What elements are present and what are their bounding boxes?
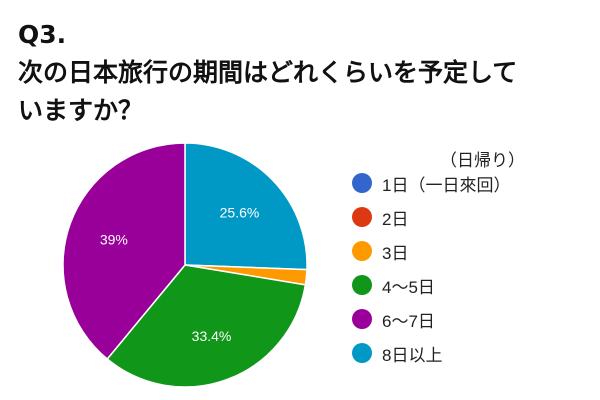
legend: （日帰り） 1日（一日來回） 2日 3日 4〜5日 6〜7日 8日以上 xyxy=(352,148,525,370)
question-number: Q3. xyxy=(18,20,67,49)
legend-item: 6〜7日 xyxy=(352,302,510,336)
legend-note: （日帰り） xyxy=(440,151,525,170)
slice-data-label: 33.4% xyxy=(192,328,232,344)
pie-slice xyxy=(184,142,308,271)
legend-item: 8日以上 xyxy=(352,336,510,370)
legend-color-dot xyxy=(352,173,372,193)
legend-item: （日帰り） 1日（一日來回） xyxy=(352,151,525,200)
legend-color-dot xyxy=(352,207,372,227)
pie-slice xyxy=(106,264,307,388)
slice-data-label: 39% xyxy=(100,231,128,247)
legend-label: 2日 xyxy=(382,209,409,229)
legend-item: 2日 xyxy=(352,200,510,234)
legend-color-dot xyxy=(352,241,372,261)
pie-slice xyxy=(62,142,186,361)
chart-title: Q3. 次の日本旅行の期間はどれくらいを予定して いますか？ xyxy=(18,16,588,130)
legend-label: 4〜5日 xyxy=(382,277,435,297)
legend-item: 4〜5日 xyxy=(352,268,510,302)
legend-label: 6〜7日 xyxy=(382,311,435,331)
question-text-line2: いますか？ xyxy=(18,96,144,125)
legend-label: 1日（一日來回） xyxy=(382,175,511,195)
legend-color-dot xyxy=(352,309,372,329)
legend-color-dot xyxy=(352,275,372,295)
legend-color-dot xyxy=(352,343,372,363)
slice-data-label: 25.6% xyxy=(220,205,260,221)
legend-item: 3日 xyxy=(352,234,510,268)
legend-label: 8日以上 xyxy=(382,345,443,365)
legend-label: 3日 xyxy=(382,243,409,263)
question-text-line1: 次の日本旅行の期間はどれくらいを予定して xyxy=(18,58,518,87)
